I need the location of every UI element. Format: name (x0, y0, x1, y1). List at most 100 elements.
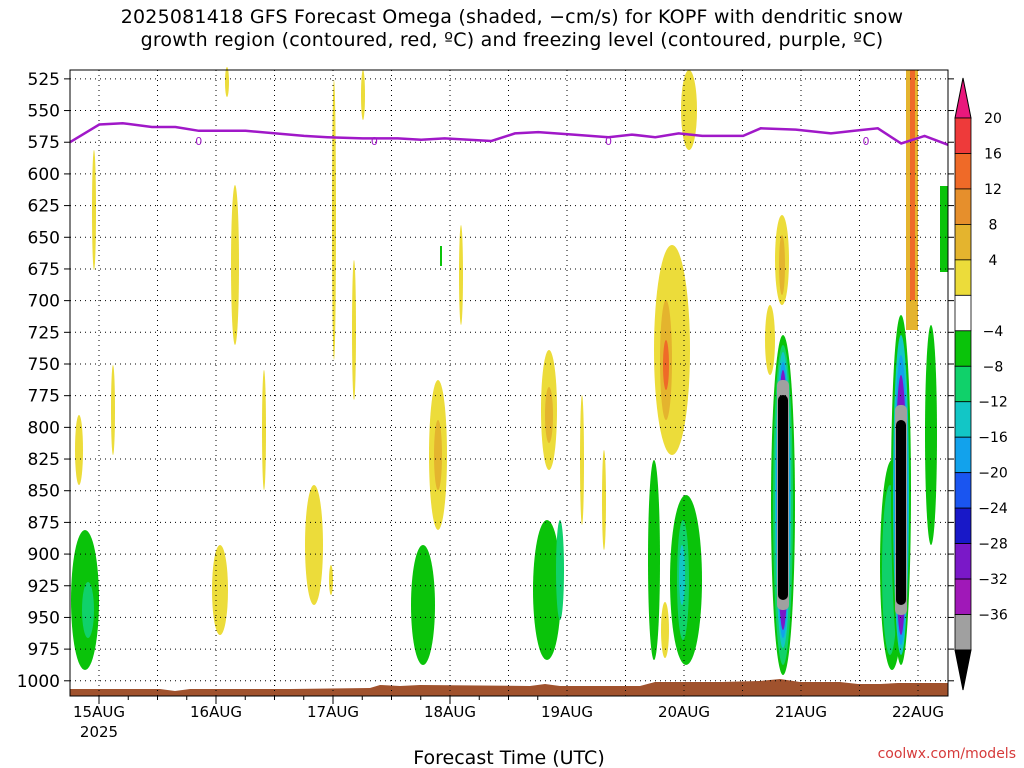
colorbar-swatch (954, 543, 972, 580)
colorbar-label: −8 (983, 359, 1004, 375)
y-tick-label: 650 (28, 228, 60, 248)
y-axis: 525 550 575 600 625 650 675 700 725 750 775 800 825 8… (17, 70, 954, 692)
y-tick-label: 775 (28, 387, 60, 407)
color-scale-legend: 20 16 12 8 4 −4 −8 −12 −16 −20 −24 −28 −32 −36 (954, 77, 1008, 691)
y-tick-label: 725 (28, 323, 60, 343)
colorbar-label: −4 (983, 324, 1004, 340)
omega-blob (681, 70, 697, 150)
colorbar-swatch (954, 614, 972, 651)
omega-blob (661, 602, 669, 658)
colorbar-swatch (954, 578, 972, 615)
terrain-strip (70, 679, 948, 696)
colorbar-label: 20 (984, 111, 1002, 127)
omega-blob (459, 225, 463, 325)
omega-blob (602, 450, 606, 550)
credit-text: coolwx.com/models (877, 746, 1016, 762)
omega-blob (545, 387, 553, 443)
omega-blob (556, 520, 564, 620)
omega-blob (305, 485, 323, 605)
freezing-level-label: 0 (195, 135, 202, 148)
omega-blob (648, 460, 660, 660)
y-tick-label: 875 (28, 513, 60, 533)
omega-blob (663, 340, 669, 390)
colorbar-swatch (954, 188, 972, 225)
colorbar-swatch (954, 223, 972, 261)
y-tick-label: 1000 (17, 672, 60, 692)
x-tick-label: 19AUG (541, 703, 593, 721)
colorbar-bottom-triangle (954, 649, 972, 691)
omega-blob (82, 582, 94, 638)
x-tick-label: 16AUG (190, 703, 242, 721)
y-tick-label: 975 (28, 640, 60, 660)
freezing-level-label: 0 (605, 135, 612, 148)
colorbar-swatch (954, 153, 972, 190)
x-tick-label: 21AUG (775, 703, 827, 721)
omega-blob (212, 545, 228, 635)
x-tick-label: 15AUG (73, 703, 125, 721)
omega-blob (225, 67, 229, 97)
y-tick-label: 950 (28, 608, 60, 628)
colorbar-label: −20 (978, 466, 1008, 482)
omega-blob (896, 420, 906, 605)
x-axis-year-label: 2025 (80, 723, 118, 741)
x-axis-title: Forecast Time (UTC) (413, 747, 604, 768)
y-tick-label: 600 (28, 165, 60, 185)
y-tick-label: 750 (28, 355, 60, 375)
title-line-1: 2025081418 GFS Forecast Omega (shaded, −… (120, 6, 904, 28)
colorbar-swatch (954, 117, 972, 154)
colorbar-swatch (954, 330, 972, 367)
colorbar-label: −28 (978, 537, 1008, 553)
x-tick-label: 17AUG (307, 703, 359, 721)
y-tick-label: 700 (28, 292, 60, 312)
freezing-level-contour: 0 0 0 0 (69, 121, 949, 148)
omega-blob (75, 415, 83, 485)
colorbar-label: 12 (984, 182, 1002, 198)
omega-blob (765, 305, 775, 375)
omega-blob (440, 246, 442, 266)
omega-blob (779, 235, 785, 295)
colorbar-swatch (954, 259, 972, 296)
colorbar-swatch (954, 472, 972, 509)
colorbar-swatch (954, 365, 972, 403)
omega-blob (910, 70, 915, 300)
y-tick-label: 525 (28, 70, 60, 90)
colorbar-swatch (954, 507, 972, 544)
colorbar-swatch (954, 401, 972, 438)
colorbar-label: −32 (978, 572, 1008, 588)
y-tick-label: 575 (28, 133, 60, 153)
y-tick-label: 825 (28, 450, 60, 470)
omega-blob (231, 185, 239, 345)
y-tick-label: 925 (28, 577, 60, 597)
freezing-level-line (69, 121, 949, 146)
colorbar-label: −24 (978, 501, 1008, 517)
colorbar-label: 8 (989, 217, 998, 233)
omega-blob (434, 420, 442, 490)
omega-blob (778, 395, 788, 600)
omega-blob (940, 186, 948, 272)
x-tick-label: 18AUG (424, 703, 476, 721)
y-tick-label: 675 (28, 260, 60, 280)
omega-blob (262, 370, 266, 490)
colorbar-top-triangle (954, 77, 972, 119)
omega-blob (654, 245, 690, 455)
omega-shading (71, 67, 948, 675)
x-axis: 15AUG 16AUG 17AUG 18AUG 19AUG 20AUG 21AUG 22AUG (73, 696, 944, 721)
title-line-2: growth region (contoured, red, ºC) and f… (140, 29, 884, 51)
colorbar-swatch (954, 294, 972, 332)
omega-blob (352, 260, 356, 400)
freezing-level-label: 0 (371, 135, 378, 148)
x-tick-label: 22AUG (892, 703, 944, 721)
colorbar-label: 4 (989, 253, 998, 269)
omega-blob (580, 395, 584, 525)
plot-area-background (70, 70, 948, 696)
chart-title: 2025081418 GFS Forecast Omega (shaded, −… (0, 6, 1024, 52)
omega-blob (361, 70, 365, 120)
y-tick-label: 850 (28, 482, 60, 502)
freezing-level-label: 0 (863, 135, 870, 148)
colorbar-label: −16 (978, 430, 1008, 446)
colorbar-label: −36 (978, 608, 1008, 624)
x-tick-label: 20AUG (658, 703, 710, 721)
omega-blob (925, 325, 937, 545)
colorbar-swatch (954, 436, 972, 474)
